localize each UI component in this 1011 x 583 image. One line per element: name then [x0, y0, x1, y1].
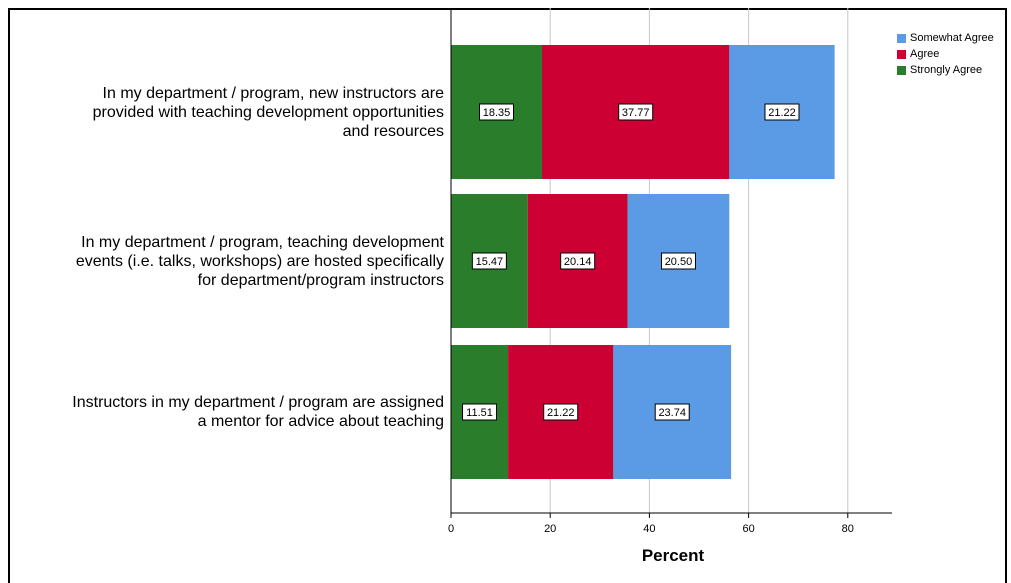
data-label: 37.77 [622, 107, 650, 119]
data-label: 21.22 [768, 107, 796, 119]
category-label-line: a mentor for advice about teaching [197, 413, 444, 430]
data-label-box [654, 403, 690, 421]
legend-swatch [896, 32, 907, 44]
data-label: 18.35 [483, 107, 511, 119]
category-label-line: In my department / program, teaching dev… [81, 233, 444, 251]
legend-swatch [896, 48, 907, 60]
legend-item-agree: Agree [896, 46, 994, 62]
data-label-box [560, 252, 596, 270]
data-label-box [462, 403, 498, 421]
x-axis-title: Percent [641, 546, 705, 565]
x-tick-label: 60 [742, 523, 754, 535]
x-tick-label: 80 [842, 523, 854, 535]
category-label-3: Instructors in my department / program a… [4, 393, 444, 431]
legend-label: Agree [910, 48, 940, 60]
x-tick-label: 20 [544, 523, 556, 535]
category-label-line: Instructors in my department / program a… [72, 394, 444, 411]
data-label: 23.74 [658, 407, 686, 419]
data-label-box [660, 252, 696, 270]
legend: Somewhat Agree Agree Strongly Agree [896, 30, 994, 78]
category-label-line: for department/program instructors [197, 271, 444, 289]
data-label: 11.51 [466, 407, 493, 419]
x-tick-label: 40 [643, 523, 655, 535]
data-label: 21.22 [547, 407, 575, 419]
category-label-2: In my department / program, teaching dev… [4, 233, 444, 290]
category-label-line: events (i.e. talks, workshops) are hoste… [75, 252, 444, 270]
x-tick-label: 0 [448, 523, 454, 535]
category-label-line: In my department / program, new instruct… [102, 84, 444, 102]
category-label-1: In my department / program, new instruct… [4, 84, 444, 141]
data-label-box [764, 103, 800, 121]
data-label: 20.14 [564, 256, 592, 268]
legend-item-somewhat-agree: Somewhat Agree [896, 30, 994, 46]
category-label-line: provided with teaching development oppor… [92, 103, 444, 121]
data-label: 20.50 [665, 256, 693, 268]
data-label: 15.47 [476, 256, 504, 268]
category-label-line: and resources [342, 122, 444, 140]
legend-label: Somewhat Agree [910, 32, 994, 44]
legend-label: Strongly Agree [910, 64, 983, 76]
legend-item-strongly-agree: Strongly Agree [896, 62, 994, 78]
data-label-box [479, 103, 515, 121]
data-label-box [471, 252, 507, 270]
data-label-box [618, 103, 654, 121]
data-label-box [543, 403, 579, 421]
legend-swatch [896, 64, 907, 76]
